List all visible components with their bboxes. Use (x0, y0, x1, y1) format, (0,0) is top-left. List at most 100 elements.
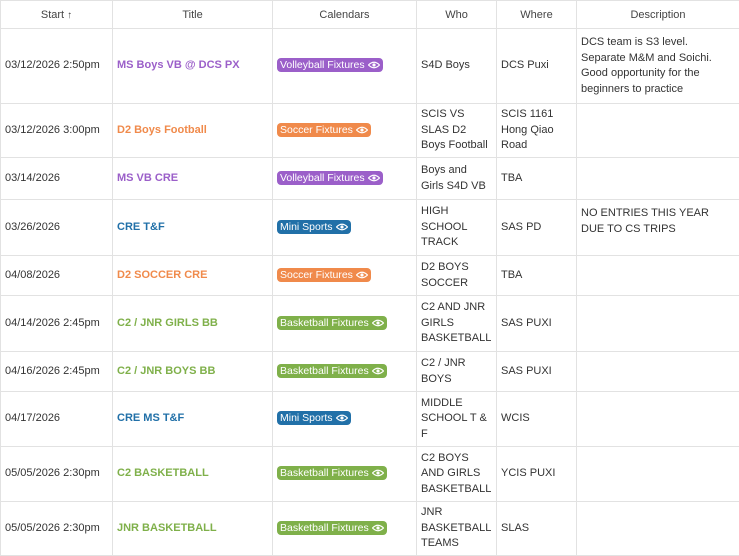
description-cell (576, 255, 739, 296)
start-cell: 04/08/2026 (0, 255, 113, 296)
event-title-link[interactable]: MS Boys VB @ DCS PX (117, 59, 240, 72)
calendar-badge[interactable]: Soccer Fixtures (277, 122, 371, 137)
title-cell: CRE MS T&F (112, 391, 273, 447)
who-cell: HIGH SCHOOL TRACK (416, 199, 497, 256)
who-cell: Boys and Girls S4D VB (416, 157, 497, 200)
table-row[interactable]: 04/17/2026 CRE MS T&F Mini Sports MIDDLE SC… (0, 391, 739, 447)
where-cell: TBA (496, 157, 577, 200)
event-title-link[interactable]: D2 SOCCER CRE (117, 268, 208, 281)
start-cell: 03/14/2026 (0, 157, 113, 200)
eye-icon[interactable] (355, 126, 368, 134)
who-cell: MIDDLE SCHOOL T & F (416, 391, 497, 447)
column-header-calendars[interactable]: Calendars (272, 0, 417, 29)
start-cell: 04/17/2026 (0, 391, 113, 447)
description-cell (576, 391, 739, 447)
calendar-badge-label: Mini Sports (280, 220, 333, 233)
table-row[interactable]: 05/05/2026 2:30pm JNR BASKETBALL Basketbal… (0, 501, 739, 556)
column-header-start[interactable]: Start ↑ (0, 0, 113, 29)
start-cell: 03/12/2026 2:50pm (0, 28, 113, 104)
eye-icon[interactable] (371, 524, 384, 532)
eye-icon[interactable] (371, 469, 384, 477)
start-cell: 05/05/2026 2:30pm (0, 501, 113, 556)
calendar-badge-label: Mini Sports (280, 412, 333, 425)
eye-icon[interactable] (371, 367, 384, 375)
description-cell (576, 157, 739, 200)
table-row[interactable]: 03/14/2026 MS VB CRE Volleyball Fixtures Bo… (0, 157, 739, 200)
event-title-link[interactable]: JNR BASKETBALL (117, 521, 217, 534)
table-row[interactable]: 04/14/2026 2:45pm C2 / JNR GIRLS BB Basket… (0, 295, 739, 352)
calendar-cell: Volleyball Fixtures (272, 28, 417, 104)
start-cell: 03/12/2026 3:00pm (0, 103, 113, 158)
column-header-where[interactable]: Where (496, 0, 577, 29)
start-cell: 04/16/2026 2:45pm (0, 351, 113, 392)
title-cell: JNR BASKETBALL (112, 501, 273, 556)
event-title-link[interactable]: D2 Boys Football (117, 123, 207, 136)
event-title-link[interactable]: C2 / JNR BOYS BB (117, 364, 216, 377)
title-cell: D2 SOCCER CRE (112, 255, 273, 296)
calendar-badge-label: Basketball Fixtures (280, 521, 369, 534)
calendar-badge-label: Volleyball Fixtures (280, 59, 365, 72)
eye-icon[interactable] (367, 61, 380, 69)
who-cell: C2 / JNR BOYS (416, 351, 497, 392)
calendar-cell: Mini Sports (272, 391, 417, 447)
where-cell: SAS PD (496, 199, 577, 256)
calendar-badge-label: Basketball Fixtures (280, 467, 369, 480)
title-cell: D2 Boys Football (112, 103, 273, 158)
description-cell (576, 295, 739, 352)
calendar-badge-label: Basketball Fixtures (280, 364, 369, 377)
table-row[interactable]: 03/12/2026 2:50pm MS Boys VB @ DCS PX Voll… (0, 28, 739, 104)
calendar-badge[interactable]: Basketball Fixtures (277, 363, 387, 378)
where-cell: WCIS (496, 391, 577, 447)
calendar-badge[interactable]: Volleyball Fixtures (277, 170, 383, 185)
calendar-cell: Basketball Fixtures (272, 501, 417, 556)
calendar-cell: Basketball Fixtures (272, 351, 417, 392)
description-cell (576, 103, 739, 158)
calendar-badge[interactable]: Mini Sports (277, 219, 351, 234)
eye-icon[interactable] (371, 319, 384, 327)
calendar-badge-label: Soccer Fixtures (280, 123, 353, 136)
column-header-description[interactable]: Description (576, 0, 739, 29)
calendar-badge[interactable]: Basketball Fixtures (277, 466, 387, 481)
eye-icon[interactable] (355, 271, 368, 279)
calendar-badge-label: Volleyball Fixtures (280, 171, 365, 184)
event-title-link[interactable]: C2 / JNR GIRLS BB (117, 316, 218, 329)
column-header-title[interactable]: Title (112, 0, 273, 29)
table-row[interactable]: 03/12/2026 3:00pm D2 Boys Football Soccer … (0, 103, 739, 158)
where-cell: DCS Puxi (496, 28, 577, 104)
calendar-badge-label: Basketball Fixtures (280, 316, 369, 329)
calendar-badge[interactable]: Soccer Fixtures (277, 267, 371, 282)
calendar-cell: Volleyball Fixtures (272, 157, 417, 200)
eye-icon[interactable] (335, 223, 348, 231)
who-cell: D2 BOYS SOCCER (416, 255, 497, 296)
table-row[interactable]: 04/08/2026 D2 SOCCER CRE Soccer Fixtures D2… (0, 255, 739, 296)
event-title-link[interactable]: MS VB CRE (117, 171, 179, 184)
calendar-badge[interactable]: Basketball Fixtures (277, 315, 387, 330)
description-cell: NO ENTRIES THIS YEAR DUE TO CS TRIPS (576, 199, 739, 256)
who-cell: SCIS VS SLAS D2 Boys Football (416, 103, 497, 158)
table-row[interactable]: 03/26/2026 CRE T&F Mini Sports HIGH SCHOOL … (0, 199, 739, 256)
calendar-badge[interactable]: Mini Sports (277, 411, 351, 426)
table-row[interactable]: 04/16/2026 2:45pm C2 / JNR BOYS BB Basketb… (0, 351, 739, 392)
start-cell: 05/05/2026 2:30pm (0, 446, 113, 502)
title-cell: C2 / JNR GIRLS BB (112, 295, 273, 352)
calendar-badge-label: Soccer Fixtures (280, 268, 353, 281)
description-cell (576, 501, 739, 556)
event-title-link[interactable]: CRE T&F (117, 220, 165, 233)
sort-arrow-icon: ↑ (67, 9, 73, 21)
calendar-cell: Mini Sports (272, 199, 417, 256)
calendar-badge[interactable]: Basketball Fixtures (277, 520, 387, 535)
who-cell: S4D Boys (416, 28, 497, 104)
column-header-who[interactable]: Who (416, 0, 497, 29)
table-row[interactable]: 05/05/2026 2:30pm C2 BASKETBALL Basketball… (0, 446, 739, 502)
event-title-link[interactable]: C2 BASKETBALL (117, 467, 209, 480)
eye-icon[interactable] (367, 174, 380, 182)
title-cell: MS Boys VB @ DCS PX (112, 28, 273, 104)
event-title-link[interactable]: CRE MS T&F (117, 412, 185, 425)
who-cell: C2 AND JNR GIRLS BASKETBALL (416, 295, 497, 352)
description-cell (576, 351, 739, 392)
calendar-badge[interactable]: Volleyball Fixtures (277, 58, 383, 73)
where-cell: SLAS (496, 501, 577, 556)
eye-icon[interactable] (335, 414, 348, 422)
title-cell: C2 BASKETBALL (112, 446, 273, 502)
